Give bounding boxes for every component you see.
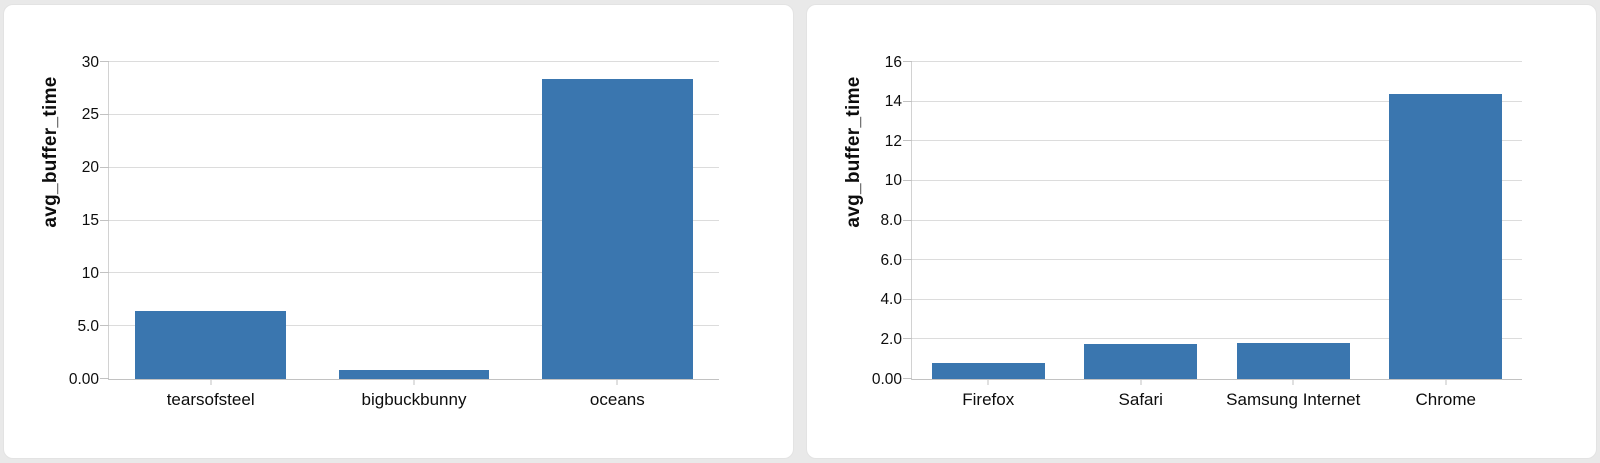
y-tick-label: 10 bbox=[884, 172, 902, 190]
gridline bbox=[109, 272, 719, 274]
gridline bbox=[109, 61, 719, 62]
y-tick-mark bbox=[100, 113, 109, 115]
y-tick-label: 15 bbox=[81, 211, 99, 229]
y-tick-label: 20 bbox=[81, 158, 99, 176]
y-tick-label: 16 bbox=[884, 53, 902, 71]
x-tick-mark bbox=[210, 379, 212, 385]
y-tick-mark bbox=[100, 378, 109, 379]
x-tick-mark bbox=[616, 379, 618, 385]
y-tick-label: 5.0 bbox=[77, 317, 99, 335]
bar[interactable] bbox=[542, 78, 693, 379]
y-tick-label: 8.0 bbox=[880, 211, 902, 229]
gridline bbox=[912, 100, 1522, 102]
y-tick-mark bbox=[903, 338, 912, 340]
y-tick-mark bbox=[903, 259, 912, 261]
x-category-label: oceans bbox=[589, 390, 645, 409]
y-tick-mark bbox=[903, 140, 912, 142]
x-category-label: tearsofsteel bbox=[166, 390, 255, 409]
chart-card-browser: avg_buffer_time 0.00 2.0 4.0 6.0 8.0 10 12 14 16… bbox=[806, 4, 1597, 459]
y-tick-mark bbox=[903, 378, 912, 379]
gridline bbox=[912, 61, 1522, 62]
x-tick-mark bbox=[1292, 379, 1294, 385]
y-axis-title: avg_buffer_time bbox=[40, 76, 61, 228]
bar-chart-video-plot-area: 0.00 5.0 10 15 20 25 30 tearsofsteel bigbuckbunn… bbox=[69, 54, 719, 409]
bar[interactable] bbox=[931, 363, 1045, 379]
y-tick-label: 14 bbox=[884, 92, 902, 110]
y-tick-mark bbox=[903, 298, 912, 300]
gridline bbox=[912, 179, 1522, 181]
gridline bbox=[109, 113, 719, 115]
gridline bbox=[109, 219, 719, 221]
y-tick-label: 25 bbox=[81, 106, 99, 124]
y-tick-mark bbox=[903, 61, 912, 62]
y-tick-mark bbox=[100, 325, 109, 327]
y-axis-title: avg_buffer_time bbox=[843, 76, 864, 228]
bar[interactable] bbox=[338, 370, 490, 379]
chart-card-video: avg_buffer_time 0.00 5.0 10 15 20 25 30 tearsof… bbox=[3, 4, 794, 459]
gridline bbox=[912, 259, 1522, 261]
y-tick-mark bbox=[903, 179, 912, 181]
bar[interactable] bbox=[1389, 93, 1503, 379]
bar[interactable] bbox=[1236, 343, 1350, 379]
y-tick-label: 0.00 bbox=[871, 370, 902, 388]
x-category-label: Chrome bbox=[1415, 390, 1476, 409]
gridline bbox=[912, 338, 1522, 340]
gridline bbox=[109, 325, 719, 327]
y-tick-mark bbox=[100, 61, 109, 62]
x-tick-mark bbox=[1140, 379, 1142, 385]
x-category-label: Samsung Internet bbox=[1226, 390, 1361, 409]
y-tick-label: 10 bbox=[81, 264, 99, 282]
x-tick-mark bbox=[987, 379, 989, 385]
gridline bbox=[912, 140, 1522, 142]
y-tick-label: 12 bbox=[884, 132, 902, 150]
gridline bbox=[912, 298, 1522, 300]
gridline bbox=[912, 219, 1522, 221]
bar[interactable] bbox=[135, 311, 286, 379]
x-tick-mark bbox=[413, 379, 415, 385]
gridline bbox=[109, 166, 719, 168]
y-tick-label: 6.0 bbox=[880, 251, 902, 269]
y-tick-label: 2.0 bbox=[880, 330, 902, 348]
x-category-label: Safari bbox=[1118, 390, 1163, 409]
x-category-label: bigbuckbunny bbox=[361, 390, 467, 409]
y-tick-mark bbox=[100, 219, 109, 221]
y-tick-mark bbox=[903, 100, 912, 102]
y-tick-mark bbox=[100, 166, 109, 168]
x-tick-mark bbox=[1445, 379, 1447, 385]
y-tick-label: 4.0 bbox=[880, 291, 902, 308]
y-tick-mark bbox=[903, 219, 912, 221]
y-tick-label: 0.00 bbox=[68, 370, 99, 388]
y-tick-label: 30 bbox=[81, 53, 99, 71]
x-category-label: Firefox bbox=[962, 390, 1015, 409]
bar[interactable] bbox=[1084, 344, 1198, 379]
bar-chart-browser-plot-area: 0.00 2.0 4.0 6.0 8.0 10 12 14 16 Firefox Safari Sam… bbox=[872, 54, 1522, 409]
y-tick-mark bbox=[100, 272, 109, 274]
